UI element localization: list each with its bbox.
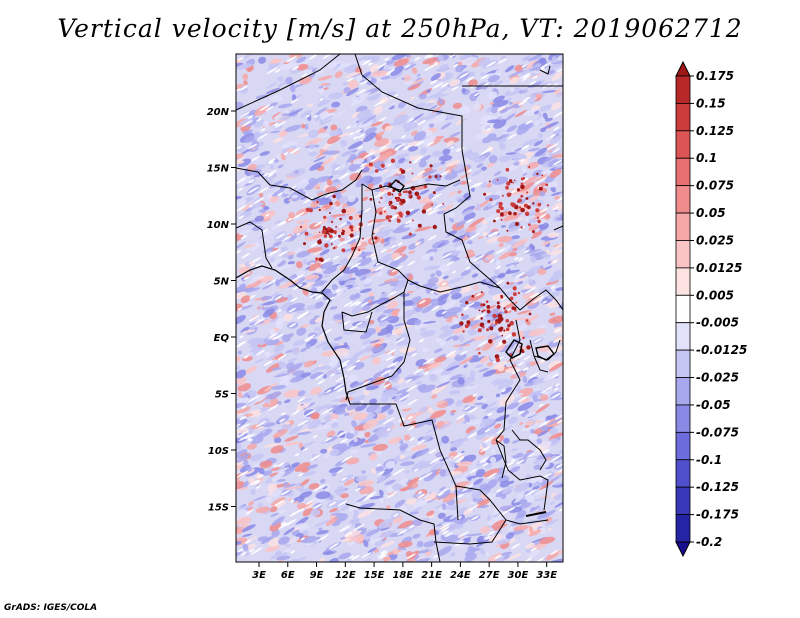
- country-borders: [236, 54, 563, 562]
- lat-label: 10N: [207, 220, 230, 231]
- colorbar-swatch: [675, 212, 691, 241]
- colorbar-level-label: 0.1: [696, 151, 717, 165]
- colorbar-swatch: [675, 294, 691, 324]
- colorbar: 0.175 0.15 0.125 0.1 0.075 0.05 0.025 0.0125 0.0…: [675, 60, 747, 558]
- colorbar-swatch: [675, 75, 691, 104]
- lon-label: 33E: [536, 570, 557, 581]
- colorbar-swatch: [675, 322, 691, 351]
- lon-label: 30E: [508, 570, 529, 581]
- lon-label: 24E: [450, 570, 471, 581]
- colorbar-level-label: 0.175: [696, 69, 734, 83]
- map-frame: [235, 53, 564, 563]
- colorbar-swatch: [675, 185, 691, 214]
- colorbar-level-label: 0.005: [696, 288, 734, 302]
- lon-label: 18E: [392, 570, 413, 581]
- velocity-field: [236, 54, 563, 562]
- colorbar-level-label: -0.05: [696, 398, 731, 412]
- lon-label: 9E: [310, 570, 324, 581]
- lat-label: 5S: [215, 390, 229, 401]
- colorbar-level-label: -0.0125: [696, 343, 747, 357]
- colorbar-swatch: [675, 377, 691, 406]
- colorbar-level-label: 0.15: [696, 96, 726, 110]
- colorbar-level-label: -0.2: [696, 535, 722, 549]
- colorbar-level-label: 0.025: [696, 233, 734, 247]
- colorbar-swatch: [675, 459, 691, 488]
- map-axes: 20N 15N 10N 5N EQ 5S 10S 15S 3E 6E 9E 12E 15E 18E 21E 2…: [207, 107, 558, 581]
- lon-label: 21E: [421, 570, 442, 581]
- lon-label: 15E: [364, 570, 385, 581]
- colorbar-level-label: -0.125: [696, 480, 739, 494]
- lat-label: 5N: [214, 277, 230, 288]
- grads-credit: GrADS: IGES/COLA: [4, 603, 98, 613]
- lon-label: 3E: [252, 570, 266, 581]
- colorbar-swatch: [675, 157, 691, 187]
- lon-label: 27E: [479, 570, 500, 581]
- colorbar-swatch: [675, 349, 691, 378]
- colorbar-level-label: -0.175: [696, 508, 739, 522]
- colorbar-level-label: -0.075: [696, 425, 739, 439]
- colorbar-level-label: 0.075: [696, 179, 734, 193]
- lon-label: 6E: [281, 570, 295, 581]
- colorbar-swatch: [675, 130, 691, 159]
- colorbar-level-label: -0.1: [696, 453, 722, 467]
- colorbar-swatch: [675, 431, 691, 461]
- lat-label: 15N: [207, 164, 230, 175]
- colorbar-swatch: [675, 103, 691, 132]
- colorbar-bottom-arrow: [675, 541, 691, 558]
- colorbar-level-label: 0.0125: [696, 261, 742, 275]
- colorbar-swatch: [675, 514, 691, 543]
- colorbar-level-label: -0.025: [696, 371, 739, 385]
- colorbar-swatch: [675, 404, 691, 433]
- map-title: Vertical velocity [m/s] at 250hPa, VT: 2…: [57, 14, 743, 43]
- colorbar-level-label: 0.125: [696, 124, 734, 138]
- lat-label: 15S: [208, 503, 229, 514]
- colorbar-level-label: 0.05: [696, 206, 726, 220]
- lon-label: 12E: [335, 570, 356, 581]
- colorbar-swatch: [675, 486, 691, 515]
- lat-label: 20N: [207, 107, 230, 118]
- lat-label: 10S: [208, 446, 229, 457]
- colorbar-top-arrow: [675, 60, 691, 77]
- colorbar-swatch: [675, 267, 691, 296]
- colorbar-swatch: [675, 240, 691, 269]
- colorbar-level-label: -0.005: [696, 316, 739, 330]
- lat-label: EQ: [214, 333, 230, 344]
